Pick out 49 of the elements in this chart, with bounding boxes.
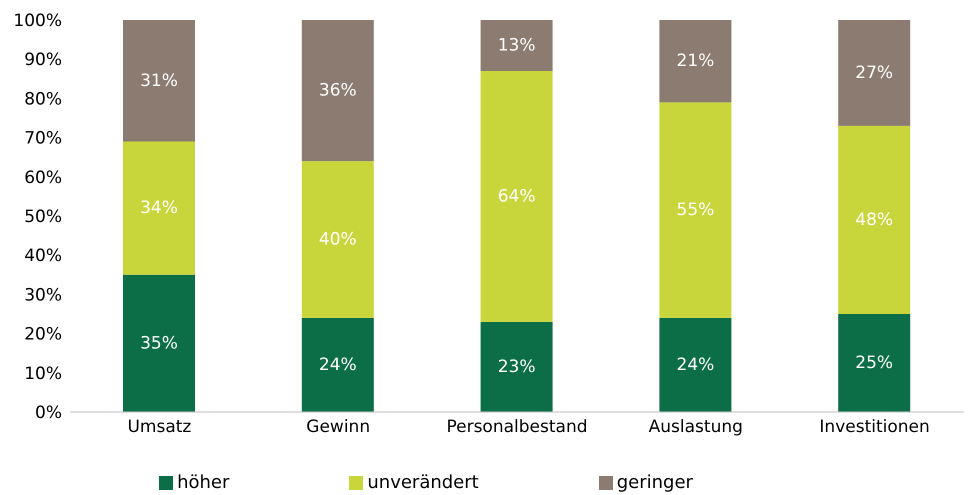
bar <box>302 161 374 318</box>
legend-label: höher <box>177 472 230 493</box>
y-tick-label: 30% <box>24 285 62 306</box>
data-label: 23% <box>498 356 536 377</box>
data-label: 36% <box>318 80 357 101</box>
bar <box>838 20 910 126</box>
data-label: 27% <box>855 62 894 83</box>
bar <box>659 318 732 412</box>
data-label: 40% <box>318 230 357 250</box>
bar <box>302 20 374 162</box>
data-label: 24% <box>676 354 714 375</box>
x-tick-label: Auslastung <box>648 417 743 438</box>
bar <box>480 70 553 322</box>
y-tick-label: 0% <box>35 403 62 424</box>
y-tick-label: 70% <box>24 128 62 149</box>
bar <box>302 318 374 412</box>
x-tick-label: Investitionen <box>819 417 930 438</box>
bar <box>123 274 195 412</box>
y-tick-label: 90% <box>24 50 62 70</box>
data-label: 55% <box>676 200 714 220</box>
legend-label: unverändert <box>367 472 479 493</box>
data-label: 35% <box>140 333 178 354</box>
data-label: 13% <box>498 35 536 56</box>
data-label: 48% <box>855 210 894 230</box>
x-tick-label: Personalbestand <box>446 417 588 438</box>
data-label: 24% <box>318 354 357 375</box>
data-label: 25% <box>855 353 894 373</box>
y-tick-label: 80% <box>24 89 62 110</box>
data-label: 21% <box>676 51 714 72</box>
data-label: 31% <box>140 70 178 91</box>
y-tick-label: 60% <box>24 168 62 188</box>
data-label: 34% <box>140 198 178 218</box>
y-tick-label: 100% <box>13 11 62 32</box>
bar <box>659 102 732 318</box>
y-tick-label: 50% <box>24 207 62 228</box>
bar <box>480 20 553 71</box>
x-tick-label: Gewinn <box>306 417 370 438</box>
x-tick-label: Umsatz <box>127 417 192 438</box>
y-tick-label: 20% <box>24 324 62 345</box>
bar <box>123 20 195 142</box>
bar <box>838 314 910 412</box>
y-tick-label: 10% <box>24 364 62 384</box>
bar <box>659 20 732 102</box>
bar <box>123 142 195 275</box>
bar <box>480 322 553 412</box>
legend-label: geringer <box>616 472 693 493</box>
y-tick-label: 40% <box>24 246 62 266</box>
data-label: 64% <box>498 186 536 206</box>
bar <box>838 126 910 314</box>
